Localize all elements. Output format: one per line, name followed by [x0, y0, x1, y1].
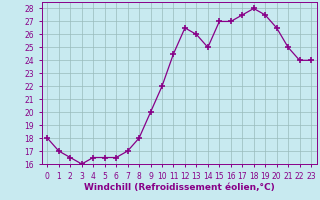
X-axis label: Windchill (Refroidissement éolien,°C): Windchill (Refroidissement éolien,°C): [84, 183, 275, 192]
